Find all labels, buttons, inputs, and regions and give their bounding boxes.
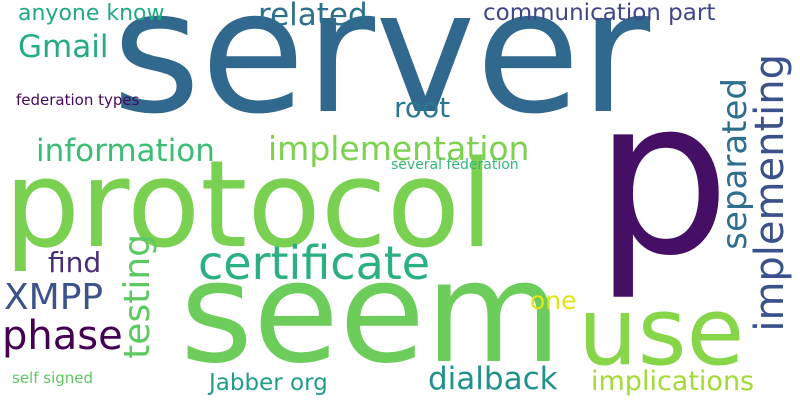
word-dialback: dialback [428, 361, 558, 397]
word-separated: separated [715, 78, 755, 250]
word-related: related [258, 0, 368, 33]
word-self-signed: self signed [12, 369, 94, 387]
word-xmpp: XMPP [4, 277, 104, 318]
word-root: root [394, 91, 451, 124]
word-find: find [48, 246, 102, 279]
word-use: use [578, 278, 745, 387]
word-anyone-know: anyone know [18, 1, 165, 26]
word-federation-types: federation types [16, 91, 140, 109]
word-seem: seem [180, 232, 562, 395]
word-testing: testing [117, 234, 158, 359]
word-communication-part: communication part [483, 0, 716, 26]
word-implications: implications [591, 366, 755, 397]
word-implementing: implementing [747, 54, 793, 332]
word-several-federation: several federation [391, 157, 519, 173]
word-implementation: implementation [268, 129, 530, 168]
word-phase: phase [2, 313, 123, 359]
word-information: information [36, 133, 215, 169]
word-gmail: Gmail [18, 29, 109, 65]
word-protocol: protocol [4, 136, 494, 275]
word-server: server [112, 0, 651, 152]
word-jabber-org: Jabber org [209, 370, 328, 396]
word-certificate: certificate [198, 236, 431, 290]
word-one: one [530, 286, 577, 315]
word-p: p [594, 52, 731, 303]
